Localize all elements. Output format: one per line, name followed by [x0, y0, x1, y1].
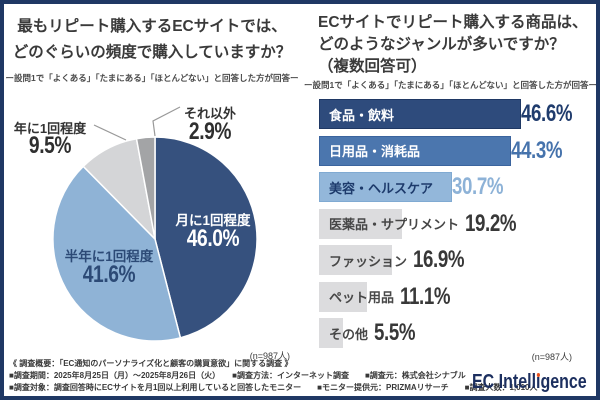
logo-prefix: EC Intell — [472, 371, 537, 393]
pie-slice — [154, 136, 258, 339]
bar-label: 医薬品・サプリメント — [329, 217, 460, 232]
right-panel-title: ECサイトでリピート購入する商品は、 どのようなジャンルが多いですか？ （複数回… — [318, 12, 596, 78]
bar-value: 30.7% — [452, 173, 504, 200]
survey-outline-title: 《 調査概要：「EC通知のパーソナライズ化と顧客の購買意欲」に関する調査 》 — [9, 359, 293, 368]
pie-value-halfyear: 41.6% — [82, 261, 136, 288]
pie-value-other: 2.9% — [188, 118, 232, 145]
bar-value: 16.9% — [413, 246, 465, 273]
leader-line-other — [152, 106, 181, 137]
bar-value: 46.6% — [521, 100, 573, 127]
pie-chart: 年に1回程度 9.5% それ以外 2.9% 月に1回程度 46.0% 半年に1回… — [4, 95, 304, 351]
ec-intelligence-logo: EC Intellı gence — [472, 371, 587, 394]
bar-row-food: 食品・飲料 46.6% — [319, 99, 596, 129]
bar-fill — [319, 172, 452, 202]
bar-fill — [319, 281, 367, 312]
bar-row-daily-goods: 日用品・消耗品 44.3% — [319, 135, 596, 166]
pie-label-halfyear: 半年に1回程度 — [64, 249, 154, 264]
bar-label: 美容・ヘルスケア — [329, 180, 434, 196]
leader-line-year — [93, 124, 127, 141]
bar-label: 食品・飲料 — [329, 107, 395, 123]
left-panel-subtitle: ー設問1で「よくある」「たまにある」「ほとんどない」と回答した方が回答ー — [5, 73, 299, 83]
left-title-line2: どのぐらいの頻度で購入していますか？ — [12, 43, 292, 61]
logo-suffix: gence — [540, 371, 587, 393]
right-title-line2: どのようなジャンルが多いですか？ — [318, 36, 565, 53]
survey-outline-line3: ■調査対象：調査回答時にECサイトを月1回以上利用していると回答したモニター ■… — [9, 383, 538, 392]
pie-svg — [52, 106, 258, 342]
bar-label: 日用品・消耗品 — [329, 144, 421, 159]
bar-row-beauty: 美容・ヘルスケア 30.7% — [319, 172, 596, 202]
bar-row-other: その他 5.5% — [319, 318, 596, 348]
bar-label: ペット用品 — [329, 290, 395, 305]
logo-dotted-i: ı — [536, 371, 541, 393]
left-panel-title: 最もリピート購入するECサイトでは、 どのぐらいの頻度で購入していますか？ — [4, 14, 300, 65]
pie-slice — [52, 165, 182, 342]
survey-outline-line2: ■調査期間：2025年8月25日（月）～2025年8月26日（火） ■調査方法：… — [9, 371, 466, 380]
pie-label-yearly: 年に1回程度 — [13, 121, 87, 136]
left-n-label: (n=987人) — [249, 351, 290, 361]
bar-fill — [319, 99, 521, 129]
bar-row-fashion: ファッション 16.9% — [319, 245, 596, 275]
pie-value-yearly: 9.5% — [28, 132, 72, 159]
pie-value-monthly: 46.0% — [186, 225, 240, 252]
left-title-line1: 最もリピート購入するECサイトでは、 — [17, 18, 287, 35]
right-n-label: (n=987人) — [531, 352, 572, 362]
bar-label: ファッション — [329, 253, 408, 269]
logo-orange-dot — [536, 372, 540, 377]
survey-outline: 《 調査概要：「EC通知のパーソナライズ化と顧客の購買意欲」に関する調査 》 ■… — [9, 358, 538, 394]
bar-fill — [319, 245, 392, 275]
bar-label: その他 — [329, 326, 369, 342]
bar-fill — [319, 318, 343, 348]
pie-label-monthly: 月に1回程度 — [175, 213, 251, 228]
bar-row-medicine: 医薬品・サプリメント 19.2% — [319, 208, 596, 239]
right-title-line1: ECサイトでリピート購入する商品は、 — [318, 14, 588, 31]
pie-slice — [135, 136, 156, 240]
bar-fill — [319, 208, 402, 239]
right-panel-subtitle: ー設問1で「よくある」「たまにある」「ほとんどない」と回答した方が回答ー — [304, 80, 598, 90]
right-title-line3: （複数回答可） — [318, 58, 427, 75]
bar-value: 44.3% — [511, 136, 563, 164]
bar-value: 19.2% — [465, 209, 517, 237]
bar-row-pet: ペット用品 11.1% — [319, 281, 596, 312]
bar-value: 11.1% — [400, 282, 451, 310]
bar-value: 5.5% — [374, 319, 416, 346]
bar-fill — [319, 135, 511, 166]
bar-chart: 食品・飲料 46.6% 日用品・消耗品 44.3% 美容・ヘルスケア 30.7%… — [319, 99, 596, 355]
pie-label-other: それ以外 — [183, 106, 236, 121]
